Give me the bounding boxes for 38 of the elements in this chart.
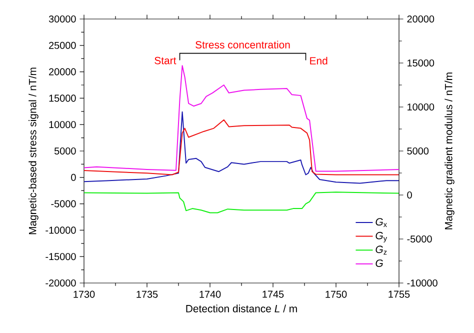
legend-label: G [376, 259, 383, 267]
y-tick-label: -10000 [46, 226, 76, 234]
x-axis-title: Detection distance L / m [186, 304, 297, 312]
y-tick-label: 30000 [48, 15, 76, 23]
annotation: Start [154, 56, 176, 64]
line-series [84, 65, 400, 172]
x-tick-label: 1740 [200, 290, 221, 298]
y-tick-label: 10000 [49, 121, 76, 128]
y2-tick-label: 0 [407, 191, 412, 199]
legend-label: G$_{z}$ [376, 246, 387, 255]
y-tick-label: 20000 [49, 68, 76, 76]
y-tick-label: -15000 [46, 253, 76, 260]
x-tick-label: 1750 [326, 290, 347, 298]
legend-label: G$_{x}$ [376, 218, 387, 228]
y2-axis-title: Magnetic gradient modulus / nT/m [444, 72, 454, 230]
x-tick-label: 1755 [388, 290, 410, 298]
y-tick-label: 25000 [49, 42, 76, 49]
y-tick-label: -20000 [46, 279, 76, 287]
y2-tick-label: 20000 [407, 15, 434, 23]
y-tick-label: 15000 [49, 94, 76, 102]
line-series [84, 119, 400, 176]
legend-label: G$_{y}$ [376, 232, 388, 242]
line-series [84, 111, 400, 184]
x-tick-label: 1735 [136, 290, 158, 298]
x-tick-label: 1730 [74, 290, 95, 298]
y-axis-title: Magnetic-based stress signal / nT/m [28, 68, 38, 234]
line-series [84, 192, 400, 214]
y2-tick-label: 10000 [408, 103, 434, 111]
y-tick-label: 5000 [54, 147, 76, 155]
annotation: Stress concentration [196, 40, 290, 48]
annotation: End [310, 56, 328, 65]
y2-tick-label: 5000 [407, 147, 429, 155]
y2-tick-label: 15000 [408, 59, 434, 67]
x-tick-label: 1745 [262, 290, 284, 298]
y-tick-label: -5000 [51, 200, 76, 208]
y2-tick-label: -5000 [407, 235, 432, 243]
y2-tick-label: -10000 [407, 279, 438, 287]
y-tick-label: 0 [71, 174, 76, 181]
